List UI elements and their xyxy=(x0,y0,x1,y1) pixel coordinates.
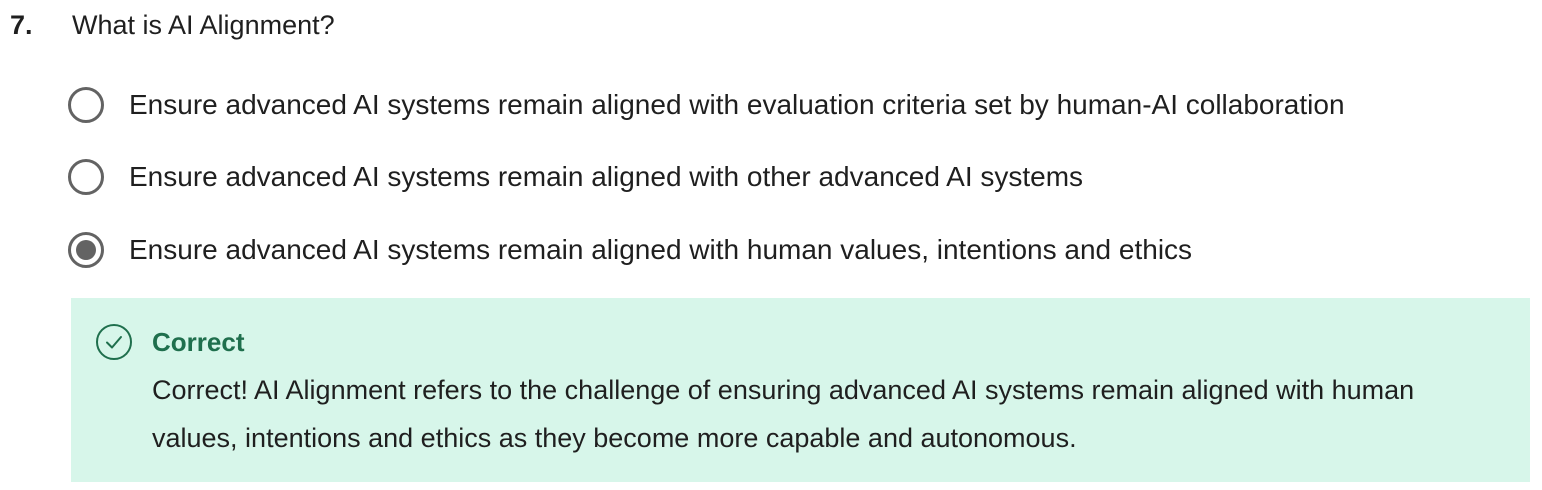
feedback-panel: Correct Correct! AI Alignment refers to … xyxy=(71,298,1530,482)
radio-selected-dot xyxy=(76,240,96,260)
answer-option-label: Ensure advanced AI systems remain aligne… xyxy=(129,89,1345,120)
radio-button-selected[interactable] xyxy=(68,232,104,268)
answer-option-1[interactable]: Ensure advanced AI systems remain aligne… xyxy=(68,84,1345,126)
radio-button-unselected[interactable] xyxy=(68,159,104,195)
answer-option-label: Ensure advanced AI systems remain aligne… xyxy=(129,161,1084,192)
feedback-title: Correct xyxy=(152,327,245,357)
question-number: 7. xyxy=(10,10,33,40)
feedback-body: Correct! AI Alignment refers to the chal… xyxy=(152,375,1415,453)
radio-button-unselected[interactable] xyxy=(68,87,104,123)
answer-option-label: Ensure advanced AI systems remain aligne… xyxy=(129,234,1193,265)
answer-option-2[interactable]: Ensure advanced AI systems remain aligne… xyxy=(68,156,1083,198)
question-text: What is AI Alignment? xyxy=(72,10,335,40)
answer-option-3[interactable]: Ensure advanced AI systems remain aligne… xyxy=(68,229,1192,271)
check-circle-icon xyxy=(95,323,133,361)
